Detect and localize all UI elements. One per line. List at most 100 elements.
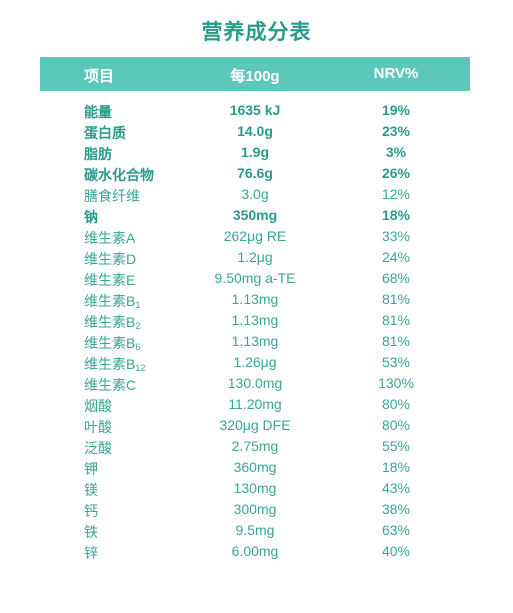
table-row: 烟酸 11.20mg 80% xyxy=(40,394,470,415)
nutrient-name-text: 钙 xyxy=(84,503,98,519)
table-row: 镁 130mg 43% xyxy=(40,478,470,499)
table-row: 蛋白质 14.0g 23% xyxy=(40,121,470,142)
nutrient-name-text: 脂肪 xyxy=(84,146,112,162)
table-row: 叶酸 320μg DFE 80% xyxy=(40,415,470,436)
nutrient-name: 烟酸 xyxy=(84,396,112,416)
per-100g-value: 1.13mg xyxy=(200,312,310,328)
nrv-percent-value: 81% xyxy=(365,312,427,328)
nutrient-name-text: 碳水化合物 xyxy=(84,167,154,183)
nrv-percent-value: 53% xyxy=(365,354,427,370)
table-row: 钙 300mg 38% xyxy=(40,499,470,520)
per-100g-value: 1.13mg xyxy=(200,291,310,307)
per-100g-value: 360mg xyxy=(200,459,310,475)
nrv-percent-value: 38% xyxy=(365,501,427,517)
nutrient-name: 维生素E xyxy=(84,270,135,290)
table-row: 泛酸 2.75mg 55% xyxy=(40,436,470,457)
nutrient-name: 钙 xyxy=(84,501,98,521)
nrv-percent-value: 81% xyxy=(365,291,427,307)
table-row: 维生素C 130.0mg 130% xyxy=(40,373,470,394)
nutrient-name-text: 维生素B xyxy=(84,293,135,309)
nutrient-name: 锌 xyxy=(84,543,98,563)
table-row: 维生素B1 1.13mg 81% xyxy=(40,289,470,310)
nrv-percent-value: 81% xyxy=(365,333,427,349)
nutrient-name-text: 膳食纤维 xyxy=(84,188,140,204)
table-row: 钠 350mg 18% xyxy=(40,205,470,226)
nrv-percent-value: 80% xyxy=(365,396,427,412)
nutrient-name-text: 钠 xyxy=(84,209,98,225)
table-row: 维生素B12 1.26μg 53% xyxy=(40,352,470,373)
table-row: 维生素E 9.50mg a-TE 68% xyxy=(40,268,470,289)
nutrient-name-text: 维生素D xyxy=(84,251,136,267)
nutrient-name-text: 维生素B xyxy=(84,314,135,330)
table-header: 项目 每100g NRV% xyxy=(40,57,470,91)
table-row: 维生素B2 1.13mg 81% xyxy=(40,310,470,331)
nutrient-name-text: 铁 xyxy=(84,524,98,540)
per-100g-value: 14.0g xyxy=(200,123,310,139)
nutrient-name-text: 镁 xyxy=(84,482,98,498)
nutrient-name-text: 烟酸 xyxy=(84,398,112,414)
per-100g-value: 130mg xyxy=(200,480,310,496)
nutrient-name: 泛酸 xyxy=(84,438,112,458)
nrv-percent-value: 26% xyxy=(365,165,427,181)
nutrient-subscript: 1 xyxy=(135,300,140,310)
nutrient-name-text: 叶酸 xyxy=(84,419,112,435)
per-100g-value: 76.6g xyxy=(200,165,310,181)
nrv-percent-value: 68% xyxy=(365,270,427,286)
nutrient-name: 碳水化合物 xyxy=(84,165,154,185)
nutrient-name: 叶酸 xyxy=(84,417,112,437)
nrv-percent-value: 12% xyxy=(365,186,427,202)
nutrient-name: 钠 xyxy=(84,207,98,227)
nrv-percent-value: 130% xyxy=(365,375,427,391)
nutrition-table-body: 能量 1635 kJ 19% 蛋白质 14.0g 23% 脂肪 1.9g 3% 碳水化合物 76.6… xyxy=(40,100,470,562)
table-row: 维生素B6 1.13mg 81% xyxy=(40,331,470,352)
nutrient-name-text: 维生素E xyxy=(84,272,135,288)
per-100g-value: 1.9g xyxy=(200,144,310,160)
nutrient-name: 能量 xyxy=(84,102,112,122)
table-row: 钾 360mg 18% xyxy=(40,457,470,478)
nrv-percent-value: 18% xyxy=(365,459,427,475)
nutrient-name-text: 锌 xyxy=(84,545,98,561)
nutrient-name: 维生素B2 xyxy=(84,312,140,332)
per-100g-value: 9.50mg a-TE xyxy=(200,270,310,286)
table-row: 膳食纤维 3.0g 12% xyxy=(40,184,470,205)
per-100g-value: 2.75mg xyxy=(200,438,310,454)
table-row: 维生素A 262μg RE 33% xyxy=(40,226,470,247)
per-100g-value: 6.00mg xyxy=(200,543,310,559)
per-100g-value: 1.26μg xyxy=(200,354,310,370)
per-100g-value: 130.0mg xyxy=(200,375,310,391)
nrv-percent-value: 3% xyxy=(365,144,427,160)
nutrient-name: 维生素A xyxy=(84,228,135,248)
nutrient-subscript: 2 xyxy=(135,321,140,331)
nrv-percent-value: 19% xyxy=(365,102,427,118)
page-title: 营养成分表 xyxy=(0,16,513,46)
nutrient-name: 蛋白质 xyxy=(84,123,126,143)
per-100g-value: 9.5mg xyxy=(200,522,310,538)
nutrient-subscript: 12 xyxy=(135,363,145,373)
per-100g-value: 320μg DFE xyxy=(200,417,310,433)
nutrient-name-text: 能量 xyxy=(84,104,112,120)
nrv-percent-value: 24% xyxy=(365,249,427,265)
nutrient-name: 维生素C xyxy=(84,375,136,395)
table-row: 能量 1635 kJ 19% xyxy=(40,100,470,121)
nutrient-name: 膳食纤维 xyxy=(84,186,140,206)
table-row: 铁 9.5mg 63% xyxy=(40,520,470,541)
nutrient-name: 钾 xyxy=(84,459,98,479)
table-row: 维生素D 1.2μg 24% xyxy=(40,247,470,268)
nutrient-name: 维生素B6 xyxy=(84,333,140,353)
nutrient-name: 维生素B1 xyxy=(84,291,140,311)
nutrient-name: 脂肪 xyxy=(84,144,112,164)
nrv-percent-value: 63% xyxy=(365,522,427,538)
per-100g-value: 3.0g xyxy=(200,186,310,202)
per-100g-value: 262μg RE xyxy=(200,228,310,244)
table-row: 脂肪 1.9g 3% xyxy=(40,142,470,163)
nutrient-name: 维生素B12 xyxy=(84,354,145,374)
per-100g-value: 1635 kJ xyxy=(200,102,310,118)
per-100g-value: 1.2μg xyxy=(200,249,310,265)
nrv-percent-value: 18% xyxy=(365,207,427,223)
nrv-percent-value: 80% xyxy=(365,417,427,433)
per-100g-value: 1.13mg xyxy=(200,333,310,349)
per-100g-value: 300mg xyxy=(200,501,310,517)
nrv-percent-value: 55% xyxy=(365,438,427,454)
nutrient-name-text: 维生素C xyxy=(84,377,136,393)
nrv-percent-value: 33% xyxy=(365,228,427,244)
